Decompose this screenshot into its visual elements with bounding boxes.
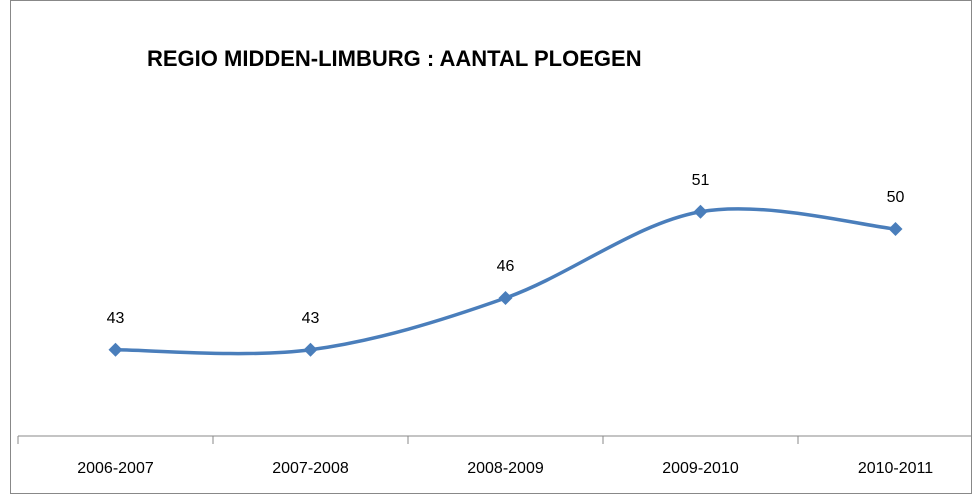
x-tick-label: 2009-2010: [662, 460, 739, 477]
x-tick-label: 2007-2008: [272, 460, 349, 477]
x-tick-label: 2008-2009: [467, 460, 544, 477]
data-label: 43: [107, 310, 125, 327]
data-label: 51: [692, 172, 710, 189]
x-tick-label: 2006-2007: [77, 460, 154, 477]
chart-title: REGIO MIDDEN-LIMBURG : AANTAL PLOEGEN: [147, 46, 642, 71]
chart-frame: [10, 0, 972, 494]
marker: [303, 342, 318, 357]
x-tick-label: 2010-2011: [858, 460, 933, 477]
data-label: 46: [497, 258, 515, 275]
data-label: 43: [302, 310, 320, 327]
data-label: 50: [887, 189, 905, 206]
marker: [888, 222, 903, 236]
marker: [498, 291, 513, 305]
marker: [693, 204, 708, 219]
marker: [108, 342, 123, 357]
